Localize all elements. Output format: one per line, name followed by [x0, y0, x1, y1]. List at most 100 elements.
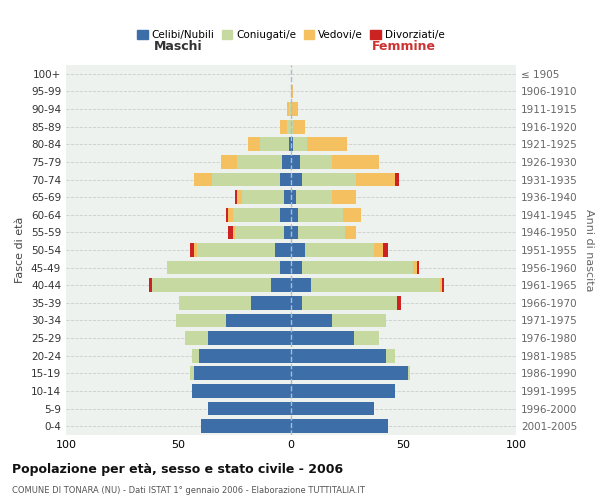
Bar — [291, 296, 302, 310]
Bar — [291, 420, 388, 433]
Bar — [289, 138, 291, 151]
Bar — [291, 349, 386, 362]
Bar — [408, 366, 410, 380]
Y-axis label: Anni di nascita: Anni di nascita — [584, 209, 594, 291]
Bar — [194, 172, 212, 186]
Bar — [284, 226, 291, 239]
Bar — [291, 208, 298, 222]
Bar — [395, 172, 399, 186]
Bar — [291, 314, 331, 328]
Bar — [291, 260, 302, 274]
Bar — [291, 278, 311, 292]
Bar — [298, 226, 345, 239]
Bar — [192, 384, 291, 398]
Bar — [176, 314, 226, 328]
Bar — [298, 208, 343, 222]
Bar — [228, 226, 233, 239]
Bar — [179, 296, 251, 310]
Bar — [413, 260, 417, 274]
Text: Femmine: Femmine — [371, 40, 436, 52]
Bar — [275, 243, 291, 257]
Bar — [237, 155, 282, 169]
Bar — [280, 120, 287, 134]
Bar — [282, 155, 291, 169]
Bar — [331, 155, 379, 169]
Bar — [291, 155, 300, 169]
Bar — [383, 243, 388, 257]
Bar — [307, 138, 347, 151]
Bar — [287, 102, 289, 116]
Bar — [291, 331, 354, 345]
Bar — [271, 278, 291, 292]
Text: Maschi: Maschi — [154, 40, 203, 52]
Bar — [235, 190, 237, 204]
Bar — [291, 172, 302, 186]
Bar — [201, 420, 291, 433]
Bar — [287, 120, 291, 134]
Bar — [221, 155, 237, 169]
Bar — [194, 366, 291, 380]
Bar — [291, 384, 395, 398]
Bar — [291, 402, 374, 415]
Bar — [280, 260, 291, 274]
Bar — [354, 331, 379, 345]
Bar — [291, 366, 408, 380]
Bar — [302, 260, 413, 274]
Bar — [291, 138, 293, 151]
Bar — [208, 402, 291, 415]
Text: Popolazione per età, sesso e stato civile - 2006: Popolazione per età, sesso e stato civil… — [12, 462, 343, 475]
Bar — [237, 190, 241, 204]
Bar — [212, 172, 280, 186]
Bar — [208, 331, 291, 345]
Bar — [260, 138, 289, 151]
Bar — [280, 208, 291, 222]
Bar — [241, 190, 284, 204]
Bar — [300, 155, 331, 169]
Bar — [226, 208, 228, 222]
Bar — [291, 226, 298, 239]
Bar — [291, 84, 293, 98]
Bar — [291, 120, 293, 134]
Bar — [226, 314, 291, 328]
Legend: Celibi/Nubili, Coniugati/e, Vedovi/e, Divorziati/e: Celibi/Nubili, Coniugati/e, Vedovi/e, Di… — [133, 26, 449, 44]
Bar — [302, 296, 397, 310]
Bar — [149, 278, 151, 292]
Bar — [293, 138, 307, 151]
Bar — [233, 208, 280, 222]
Bar — [233, 226, 235, 239]
Bar — [296, 190, 331, 204]
Bar — [302, 172, 356, 186]
Bar — [190, 243, 194, 257]
Bar — [331, 190, 356, 204]
Bar — [235, 226, 284, 239]
Bar — [374, 243, 383, 257]
Bar — [356, 172, 395, 186]
Bar — [417, 260, 419, 274]
Bar — [185, 331, 208, 345]
Bar — [197, 243, 275, 257]
Bar — [284, 190, 291, 204]
Bar — [439, 278, 442, 292]
Bar — [386, 349, 395, 362]
Y-axis label: Fasce di età: Fasce di età — [16, 217, 25, 283]
Bar — [291, 102, 298, 116]
Bar — [228, 208, 233, 222]
Bar — [442, 278, 444, 292]
Bar — [167, 260, 280, 274]
Bar — [248, 138, 260, 151]
Bar — [343, 208, 361, 222]
Bar — [192, 349, 199, 362]
Bar — [397, 296, 401, 310]
Bar — [293, 120, 305, 134]
Bar — [331, 314, 386, 328]
Bar — [151, 278, 271, 292]
Bar — [194, 243, 197, 257]
Bar — [280, 172, 291, 186]
Bar — [305, 243, 374, 257]
Bar — [311, 278, 439, 292]
Bar — [345, 226, 356, 239]
Text: COMUNE DI TONARA (NU) - Dati ISTAT 1° gennaio 2006 - Elaborazione TUTTITALIA.IT: COMUNE DI TONARA (NU) - Dati ISTAT 1° ge… — [12, 486, 365, 495]
Bar — [291, 243, 305, 257]
Bar — [190, 366, 194, 380]
Bar — [291, 190, 296, 204]
